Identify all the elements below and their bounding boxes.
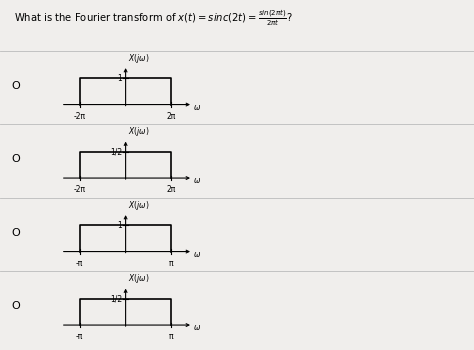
Text: What is the Fourier transform of $x(t) = sinc(2t) = \frac{sin(2\pi t)}{2\pi t}$?: What is the Fourier transform of $x(t) =… — [14, 9, 293, 28]
Text: $X(j\omega)$: $X(j\omega)$ — [128, 272, 149, 285]
Text: O: O — [12, 301, 20, 311]
Text: $X(j\omega)$: $X(j\omega)$ — [128, 125, 149, 138]
Text: 1: 1 — [118, 221, 122, 230]
Text: -π: -π — [76, 332, 83, 341]
Text: π: π — [169, 259, 174, 268]
Text: π: π — [169, 332, 174, 341]
Text: 2π: 2π — [167, 186, 176, 194]
Text: -2π: -2π — [73, 186, 86, 194]
Text: $X(j\omega)$: $X(j\omega)$ — [128, 52, 149, 65]
Text: 1/2: 1/2 — [110, 147, 122, 156]
Text: $X(j\omega)$: $X(j\omega)$ — [128, 199, 149, 212]
Text: -2π: -2π — [73, 112, 86, 121]
Text: 2π: 2π — [167, 112, 176, 121]
Text: $\omega$: $\omega$ — [193, 250, 201, 259]
Text: 1: 1 — [118, 74, 122, 83]
Text: -π: -π — [76, 259, 83, 268]
Text: O: O — [12, 154, 20, 164]
Text: 1/2: 1/2 — [110, 294, 122, 303]
Text: O: O — [12, 81, 20, 91]
Text: $\omega$: $\omega$ — [193, 103, 201, 112]
Text: O: O — [12, 228, 20, 238]
Text: $\omega$: $\omega$ — [193, 176, 201, 185]
Text: $\omega$: $\omega$ — [193, 323, 201, 332]
